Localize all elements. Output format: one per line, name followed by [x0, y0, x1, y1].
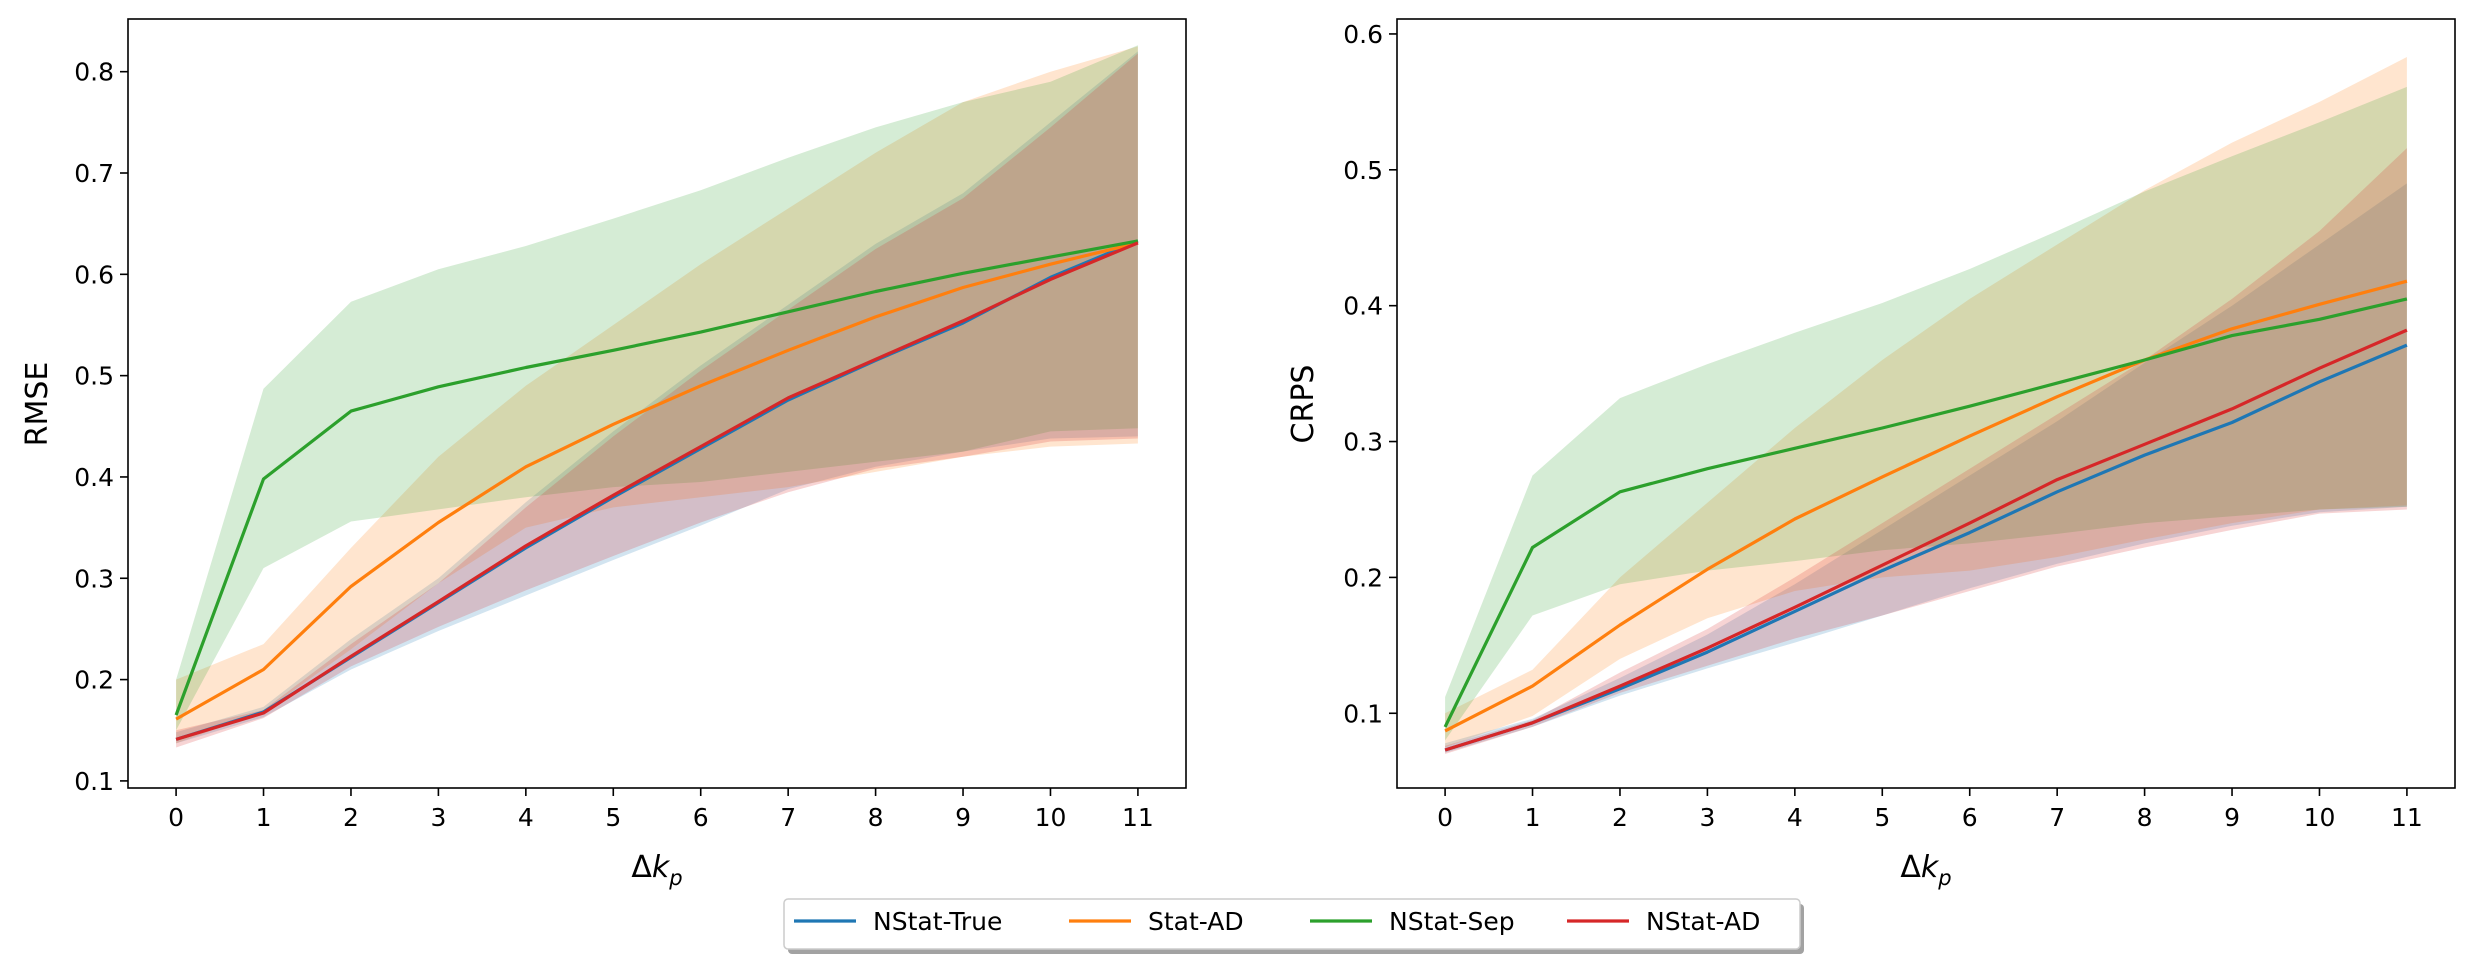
crps-x-tick-label: 9	[2224, 803, 2240, 832]
crps-x-axis-label: Δkp	[1900, 850, 1951, 890]
rmse-x-tick-label: 4	[518, 803, 534, 832]
rmse-x-tick-label: 9	[955, 803, 971, 832]
rmse-y-tick-label: 0.5	[74, 362, 114, 391]
rmse-band-nstat-true	[176, 51, 1138, 744]
rmse-line-stat-ad	[175, 241, 1139, 721]
rmse-y-tick-label: 0.8	[74, 58, 114, 87]
rmse-y-tick-label: 0.6	[74, 260, 114, 289]
rmse-x-tick-label: 6	[693, 803, 709, 832]
crps-y-axis-label: CRPS	[1286, 365, 1321, 444]
crps-x-tick-label: 10	[2304, 803, 2336, 832]
crps-line-nstat-true	[1444, 343, 2408, 752]
crps-y-tick-label: 0.1	[1343, 699, 1383, 728]
rmse-band-nstat-sep	[176, 45, 1138, 731]
crps-x-tick-label: 11	[2391, 803, 2423, 832]
rmse-x-tick-label: 10	[1035, 803, 1067, 832]
crps-x-tick-label: 7	[2049, 803, 2065, 832]
crps-x-tick-label: 2	[1612, 803, 1628, 832]
crps-band-nstat-true	[1445, 183, 2407, 753]
rmse-x-tick-label: 3	[430, 803, 446, 832]
rmse-x-tick-label: 8	[868, 803, 884, 832]
crps-band-stat-ad	[1445, 57, 2407, 748]
crps-panel: 0 1 2 3 4 5 6 7 8 9 10 11 0.1 0.2 0.3 0.4 0.5 0.6 CRPS Δ…	[1286, 18, 2456, 890]
legend-box	[783, 898, 1801, 950]
rmse-x-tick-label: 7	[780, 803, 796, 832]
crps-line-stat-ad	[1444, 279, 2408, 733]
rmse-y-tick-label: 0.3	[74, 564, 114, 593]
rmse-y-tick-label: 0.2	[74, 666, 114, 695]
crps-x-tick-label: 6	[1962, 803, 1978, 832]
rmse-x-tick-label: 2	[343, 803, 359, 832]
rmse-y-tick-label: 0.7	[74, 159, 114, 188]
crps-y-tick-label: 0.3	[1343, 428, 1383, 457]
rmse-band-stat-ad	[176, 46, 1138, 744]
crps-line-nstat-sep	[1443, 297, 2408, 728]
crps-line-nstat-ad	[1444, 328, 2408, 752]
rmse-x-tick-label: 1	[256, 803, 272, 832]
crps-x-tick-label: 3	[1699, 803, 1715, 832]
crps-plot-frame	[1396, 18, 2456, 789]
rmse-x-tick-label: 11	[1122, 803, 1154, 832]
rmse-y-tick-label: 0.4	[74, 463, 114, 492]
crps-y-tick-label: 0.2	[1343, 563, 1383, 592]
rmse-band-nstat-ad	[176, 53, 1138, 748]
rmse-x-tick-label: 5	[605, 803, 621, 832]
crps-x-tick-label: 8	[2137, 803, 2153, 832]
legend-label-nstat-sep: NStat-Sep	[1389, 907, 1515, 936]
crps-y-tick-label: 0.4	[1343, 292, 1383, 321]
crps-x-tick-label: 5	[1874, 803, 1890, 832]
crps-x-tick-label: 4	[1787, 803, 1803, 832]
rmse-plot-frame	[127, 18, 1187, 789]
rmse-panel: 0 1 2 3 4 5 6 7 8 9 10 11 0.10.20.30.40.50.60.70.8 …	[20, 18, 1187, 890]
legend: NStat-True Stat-AD NStat-Sep NStat-AD	[783, 898, 1804, 954]
legend-label-stat-ad: Stat-AD	[1148, 907, 1244, 936]
rmse-x-tick-label: 0	[168, 803, 184, 832]
legend-label-nstat-ad: NStat-AD	[1646, 907, 1760, 936]
rmse-line-nstat-sep	[174, 239, 1139, 716]
crps-y-tick-label: 0.6	[1343, 20, 1383, 49]
rmse-y-tick-label: 0.1	[74, 767, 114, 796]
legend-label-nstat-true: NStat-True	[873, 907, 1002, 936]
rmse-x-axis-label: Δkp	[631, 850, 682, 890]
crps-x-tick-label: 0	[1437, 803, 1453, 832]
crps-band-nstat-ad	[1445, 148, 2407, 755]
crps-band-nstat-sep	[1445, 86, 2407, 741]
rmse-y-axis-label: RMSE	[20, 362, 55, 447]
rmse-line-nstat-ad	[175, 241, 1139, 741]
crps-x-tick-label: 1	[1525, 803, 1541, 832]
crps-y-tick-label: 0.5	[1343, 156, 1383, 185]
